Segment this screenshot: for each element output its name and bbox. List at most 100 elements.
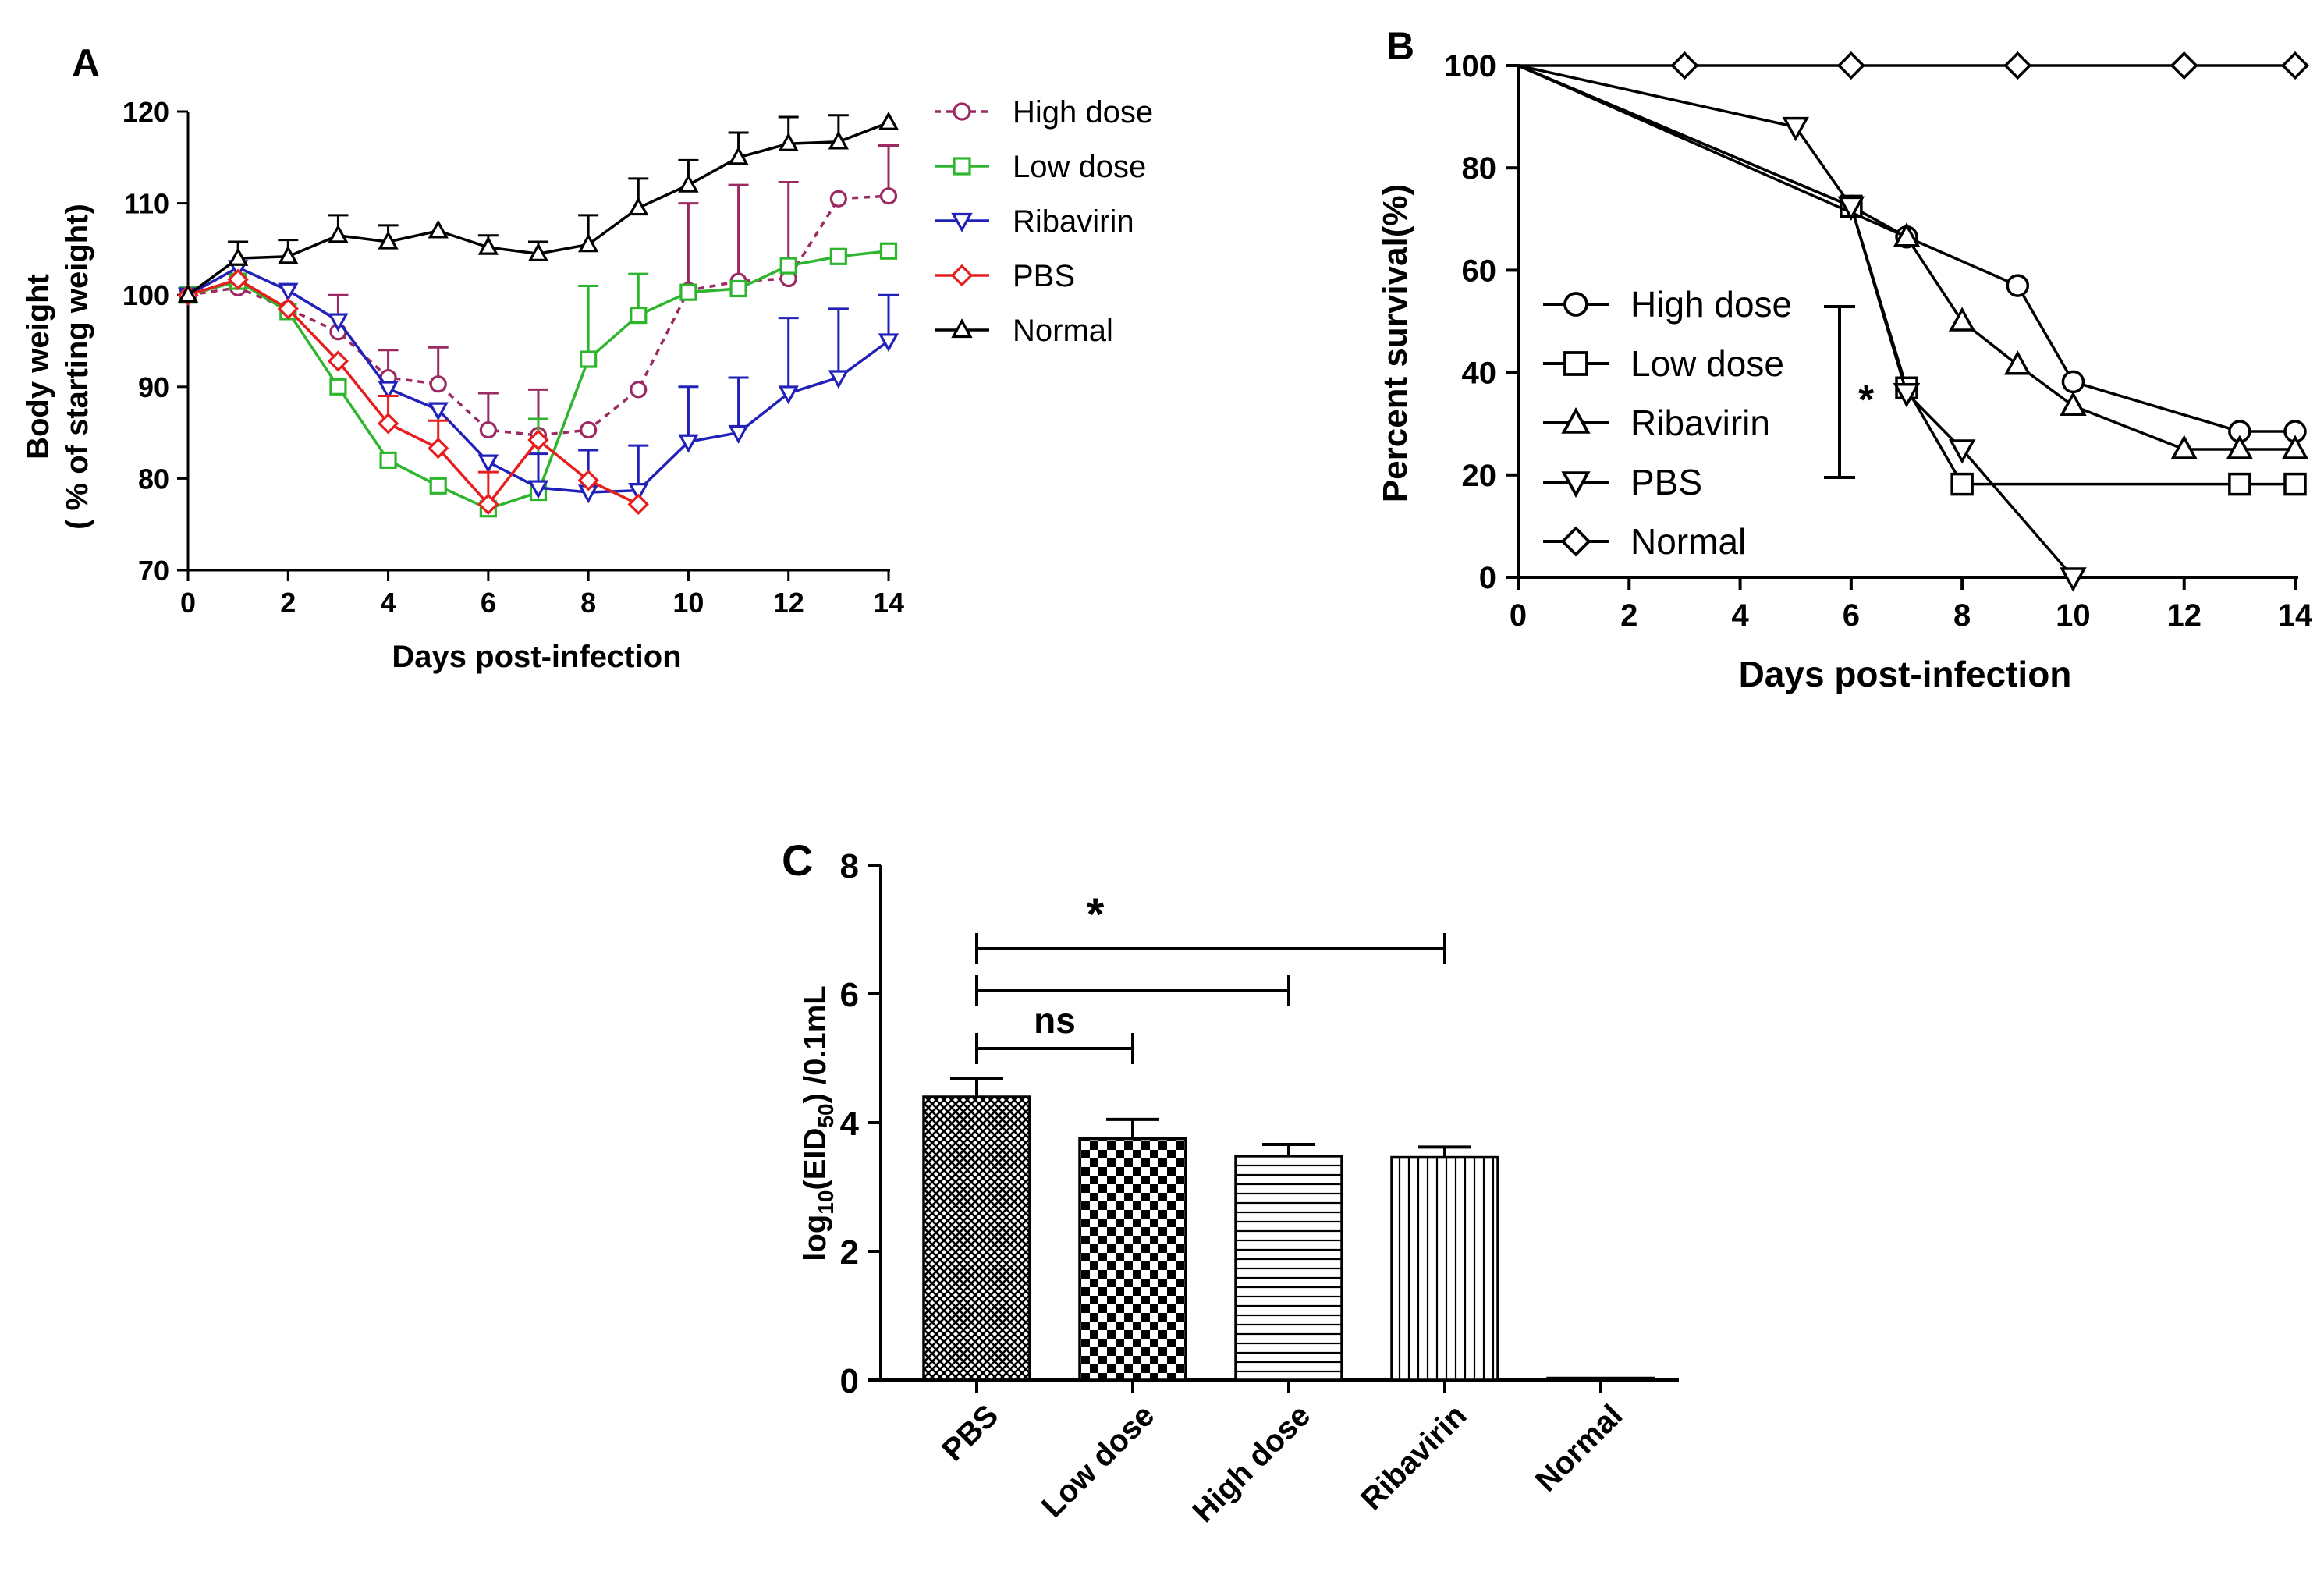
panel-a-x-tick-label: 12 (773, 587, 804, 619)
panel-a-y-tick-label: 80 (138, 463, 169, 495)
panel-c-bar-group-ribavirin (1390, 1145, 1499, 1382)
panel-c-letter: C (782, 836, 813, 885)
panel-c-bar-group-low-dose (1078, 1117, 1187, 1382)
panel-a-legend: High dose Low dose Ribavirin PBS Normal (935, 95, 1153, 348)
panel-b-series-pbs (1517, 64, 2087, 592)
panel-b-x-tick-label: 4 (1731, 598, 1749, 633)
panel-a-line-high-dose (187, 194, 889, 437)
panel-b-point (2228, 472, 2251, 496)
panel-b-point (2060, 567, 2087, 592)
panel-b-x-tick-label: 12 (2166, 598, 2202, 633)
panel-b-legend-label: PBS (1630, 462, 1702, 502)
panel-a-x-tick-label: 6 (481, 587, 496, 619)
panel-b-point (1948, 439, 1976, 464)
panel-a-point (428, 219, 449, 239)
panel-a-point (678, 434, 699, 453)
panel-b-legend-marker (1561, 406, 1591, 434)
panel-b-point (1782, 116, 1809, 142)
panel-a-point (428, 437, 449, 459)
panel-a-point (527, 429, 549, 451)
panel-b-point (2061, 370, 2085, 394)
panel-a-series-ribavirin (177, 260, 899, 504)
panel-a-point (278, 245, 299, 264)
panel-a-point (479, 420, 497, 439)
panel-a-point (177, 283, 199, 303)
panel-a-point (779, 257, 797, 275)
panel-a-point (378, 381, 399, 400)
panel-b-y-tick-label: 40 (1462, 357, 1497, 391)
panel-a-x-tick-label: 10 (672, 587, 704, 619)
panel-b-legend-marker (1563, 292, 1588, 317)
panel-c-bar-group-pbs (922, 1077, 1031, 1382)
panel-c-titer-chart: C 0 2 4 6 8 PBS Low dose High dose Ribavirin Norm… (782, 836, 1679, 1529)
panel-b-point (2280, 51, 2310, 80)
panel-a-legend-marker (951, 318, 973, 339)
panel-a-x-tick-label: 2 (280, 587, 296, 619)
panel-c-y-tick-label: 4 (840, 1105, 860, 1143)
panel-b-y-tick-label: 60 (1462, 254, 1497, 288)
panel-a-point (829, 190, 847, 208)
panel-a-point (328, 224, 349, 243)
panel-b-point (1836, 51, 1865, 80)
panel-a-point (477, 236, 499, 255)
panel-a-point (277, 298, 299, 320)
panel-b-x-tick-label: 6 (1843, 598, 1860, 633)
panel-b-x-tick-label: 0 (1510, 598, 1527, 633)
panel-a-point (679, 283, 697, 301)
panel-a-point (879, 187, 898, 205)
panel-a-point (627, 493, 649, 515)
panel-a-point (630, 306, 648, 325)
panel-b-legend: High dose Low dose Ribavirin PBS Normal (1543, 284, 1792, 562)
panel-a-point (728, 146, 749, 165)
panel-b-legend-label: Normal (1630, 521, 1746, 562)
panel-b-survival-chart: B 0 2 4 6 8 10 12 14 0 20 40 60 80 100 High dose Low do… (1376, 24, 2313, 694)
panel-a-point (728, 424, 749, 444)
panel-a-legend-marker (953, 102, 971, 121)
panel-c-y-tick-label: 0 (840, 1362, 859, 1400)
panel-a-point (879, 242, 898, 260)
panel-a-point (628, 483, 649, 502)
panel-b-x-tick-label: 2 (1620, 598, 1637, 633)
panel-b-point (2283, 472, 2307, 496)
panel-b-point (2170, 435, 2198, 459)
panel-c-bar-high-dose (1234, 1155, 1343, 1382)
panel-a-x-tick-label: 14 (873, 587, 904, 619)
panel-a-series-normal (177, 111, 899, 303)
panel-b-plot: 0 2 4 6 8 10 12 14 0 20 40 60 80 100 High dose Low dose… (1444, 49, 2313, 633)
panel-c-x-tick-label: Ribavirin (1354, 1398, 1473, 1517)
panel-b-series-normal (1518, 51, 2310, 80)
panel-b-x-axis-label: Days post-infection (1739, 654, 2072, 694)
panel-a-x-tick-label: 4 (381, 587, 396, 619)
panel-a-y-tick-label: 120 (122, 96, 169, 128)
panel-a-point (477, 454, 499, 474)
panel-b-y-tick-label: 80 (1462, 151, 1497, 186)
panel-c-y-axis-label: log10(EID50) /0.1mL (798, 985, 838, 1261)
panel-c-bar-ribavirin (1390, 1155, 1499, 1382)
panel-a-point (577, 233, 599, 253)
panel-a-point (878, 333, 899, 353)
panel-c-sig-label: ns (1034, 1000, 1076, 1041)
panel-b-x-tick-label: 14 (2278, 598, 2313, 633)
panel-a-legend-label: Low dose (1013, 150, 1146, 184)
panel-a-point (278, 282, 299, 302)
panel-a-letter: A (72, 41, 100, 85)
panel-a-point (429, 375, 447, 393)
panel-a-legend-marker (950, 264, 974, 287)
panel-b-y-tick-label: 0 (1479, 561, 1496, 595)
panel-c-x-tick-label: PBS (935, 1398, 1005, 1467)
panel-b-point (2170, 51, 2198, 80)
panel-a-legend-label: High dose (1013, 95, 1153, 130)
panel-a-legend-label: Ribavirin (1013, 204, 1134, 239)
panel-b-legend-marker (1563, 351, 1588, 376)
panel-c-bar-normal (1546, 1376, 1655, 1382)
panel-c-bar-group-normal (1546, 1376, 1655, 1382)
panel-b-y-tick-label: 100 (1444, 49, 1496, 83)
panel-c-bar-group-high-dose (1234, 1143, 1343, 1382)
panel-c-x-tick-label: Normal (1529, 1398, 1630, 1499)
panel-a-x-tick-label: 0 (180, 587, 196, 619)
panel-b-y-tick-label: 20 (1462, 459, 1497, 493)
panel-a-x-tick-label: 8 (580, 587, 596, 619)
panel-a-point (329, 378, 347, 396)
panel-a-point (729, 279, 747, 298)
